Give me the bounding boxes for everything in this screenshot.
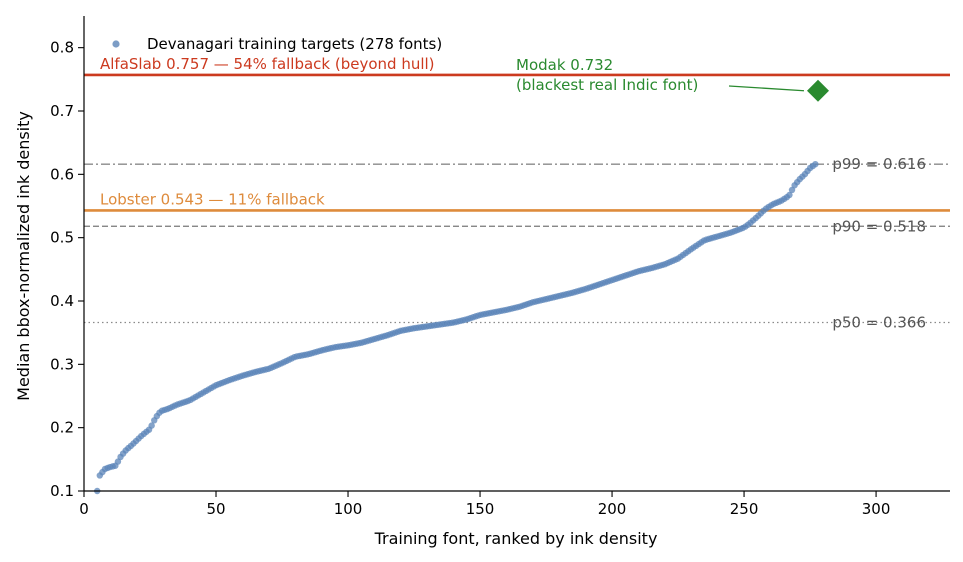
y-tick-label: 0.6 (50, 165, 74, 183)
highlight-connector (728, 85, 805, 92)
x-tick-label: 0 (79, 500, 89, 518)
data-point (812, 161, 819, 168)
x-tick-label: 50 (206, 500, 225, 518)
y-axis-label: Median bbox-normalized ink density (14, 111, 33, 401)
x-tick-label: 300 (862, 500, 891, 518)
highlight-label-1: Modak 0.732 (516, 56, 613, 74)
data-point (148, 422, 155, 429)
reference-line-label-4: p50 = 0.366 (832, 314, 926, 332)
x-tick-label: 200 (598, 500, 627, 518)
reference-line-label-2: p99 = 0.616 (832, 155, 926, 173)
labels: Training font, ranked by ink density Med… (14, 55, 926, 548)
x-tick-label: 100 (334, 500, 363, 518)
highlight-group: Modak 0.732 (blackest real Indic font) (516, 56, 829, 102)
y-tick-label: 0.8 (50, 39, 74, 57)
y-tick-label: 0.3 (50, 355, 74, 373)
legend-marker (112, 40, 120, 48)
y-tick-label: 0.7 (50, 102, 74, 120)
legend: Devanagari training targets (278 fonts) (112, 35, 442, 53)
highlight-marker (806, 79, 829, 102)
data-point (786, 191, 793, 199)
reference-line-label-3: p90 = 0.518 (832, 217, 926, 235)
y-tick-label: 0.1 (50, 482, 74, 500)
x-axis-label: Training font, ranked by ink density (374, 529, 658, 548)
data-point (114, 458, 122, 465)
y-tick-label: 0.5 (50, 229, 74, 247)
y-tick-label: 0.4 (50, 292, 74, 310)
axes: 0 50 100 150 200 250 300 0.1 0.2 0.3 0.4 0.5 0.6 0.7 0… (50, 16, 950, 518)
legend-label: Devanagari training targets (278 fonts) (147, 35, 442, 53)
data-points (94, 161, 819, 495)
reference-lines (84, 73, 950, 324)
reference-line-label-0: AlfaSlab 0.757 — 54% fallback (beyond hu… (100, 55, 435, 73)
reference-line-label-1: Lobster 0.543 — 11% fallback (100, 190, 325, 208)
x-tick-label: 250 (730, 500, 759, 518)
y-tick-label: 0.2 (50, 419, 74, 437)
x-tick-label: 150 (466, 500, 495, 518)
data-point (788, 186, 796, 194)
highlight-label-2: (blackest real Indic font) (516, 76, 698, 94)
